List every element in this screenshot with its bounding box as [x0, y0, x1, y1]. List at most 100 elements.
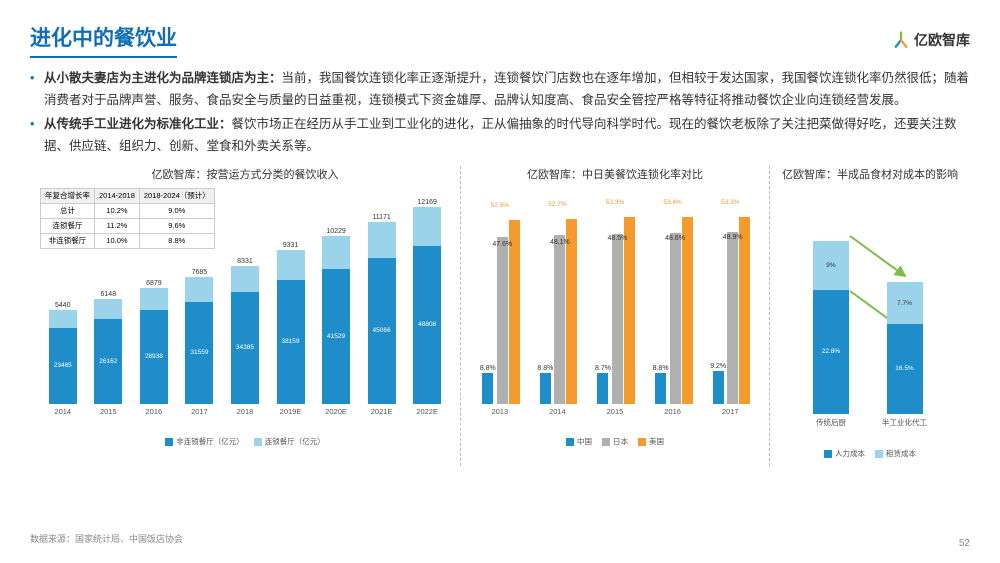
legend-swatch	[254, 438, 262, 446]
bar-top-label: 9331	[283, 242, 299, 249]
bar-usa	[682, 217, 693, 404]
logo-icon	[892, 31, 910, 49]
legend-item: 人力成本	[824, 448, 865, 459]
bar-group: 52.5%8.8%47.6%2013	[480, 220, 520, 416]
bar-top-label: 6879	[146, 280, 162, 287]
bar-group: 10229415292020E	[322, 228, 350, 415]
bar-top-label: 12169	[417, 199, 436, 206]
bar-group: 11171450662021E	[368, 214, 396, 416]
bar-group: 52.7%8.8%48.1%2014	[537, 219, 577, 415]
bar-japan	[612, 234, 623, 404]
bar-group: 53.3%9.2%48.9%2017	[710, 217, 750, 416]
bar-value-label: 48.1%	[550, 239, 570, 246]
legend-item: 美国	[638, 436, 664, 447]
slide: 进化中的餐饮业 亿欧智库 从小散夫妻店为主进化为品牌连锁店为主：当前，我国餐饮连…	[0, 0, 1000, 563]
bar-value-label: 48.5%	[608, 235, 628, 242]
bar-segment-chain	[185, 277, 213, 302]
bar-stack: 23465	[49, 310, 77, 403]
bar-value-label: 8.8%	[480, 365, 496, 372]
bar-value-label: 48.6%	[665, 235, 685, 242]
bar-top-label: 5440	[55, 302, 71, 309]
bar-segment-chain	[140, 288, 168, 310]
bar-labor: 16.5%	[887, 324, 923, 413]
legend-item: 日本	[602, 436, 628, 447]
cagr-table: 年复合增长率2014-20182018-2024（预计）总计10.2%9.0%连…	[40, 188, 215, 249]
bar-segment-nonchain: 34385	[231, 292, 259, 403]
bar-labor: 22.8%	[813, 290, 849, 414]
page-title: 进化中的餐饮业	[30, 22, 177, 58]
x-label: 2021E	[371, 407, 393, 416]
bar-group: 6148261622015	[94, 291, 122, 415]
bar-top-label: 7685	[192, 269, 208, 276]
bar-group: 16.5%7.7% 半工业化代工	[882, 282, 927, 427]
bar-segment-chain	[322, 236, 350, 269]
panel-title: 亿欧智库：按营运方式分类的餐饮收入	[40, 166, 450, 182]
x-label: 半工业化代工	[882, 417, 927, 428]
bar-china	[482, 373, 493, 404]
bar-segment-chain	[231, 266, 259, 293]
bar-stack: 48808	[413, 207, 441, 404]
bar-segment-nonchain: 48808	[413, 246, 441, 404]
bar-segment-nonchain: 45066	[368, 258, 396, 404]
bar-china	[597, 373, 608, 403]
bar-usa	[739, 217, 750, 404]
logo: 亿欧智库	[892, 30, 970, 50]
panel-cost: 亿欧智库：半成品食材对成本的影响 22.8%9%传统后厨16.5%7.7%半工业…	[770, 166, 970, 466]
bar-value-label: 8.8%	[653, 365, 669, 372]
bar-japan	[670, 233, 681, 403]
legend-item: 连锁餐厅（亿元）	[254, 436, 325, 447]
x-label: 2018	[237, 407, 254, 416]
bar-group: 22.8%9%传统后厨	[813, 241, 849, 427]
chart-chain-rate: 52.5%8.8%47.6%201352.7%8.8%48.1%201453.3…	[471, 194, 759, 434]
title-row: 进化中的餐饮业 亿欧智库	[30, 22, 970, 58]
bar-value-label: 48.9%	[723, 234, 743, 241]
bullet-item: 从小散夫妻店为主进化为品牌连锁店为主：当前，我国餐饮连锁化率正逐渐提升，连锁餐饮…	[30, 68, 970, 112]
legend-swatch	[824, 450, 832, 458]
legend-swatch	[602, 438, 610, 446]
bar-rent: 9%	[813, 241, 849, 290]
legend-swatch	[875, 450, 883, 458]
x-label: 2015	[100, 407, 117, 416]
bar-japan	[497, 237, 508, 404]
bar-group: 544023465 2014	[49, 302, 77, 415]
bar-segment-nonchain: 31559	[185, 302, 213, 404]
x-label: 2014	[54, 407, 71, 416]
bar-pct-labels: 53.3%	[710, 199, 750, 206]
x-label: 2016	[146, 407, 163, 416]
bar-rent: 7.7%	[887, 282, 923, 324]
bar-cluster: 8.8%47.6%	[480, 220, 520, 404]
bar-cluster: 9.2% 48.9%	[710, 217, 750, 404]
bar-segment-chain	[94, 299, 122, 319]
bar-stack: 34385	[231, 266, 259, 404]
bar-pct-labels: 53.3%	[595, 199, 635, 206]
chart-cost: 22.8%9%传统后厨 16.5%7.7% 半工业化代工	[780, 206, 960, 446]
bar-group: 53.4%8.8%48.6%2016	[653, 217, 693, 416]
panel-revenue: 亿欧智库：按营运方式分类的餐饮收入 年复合增长率2014-20182018-20…	[30, 166, 460, 466]
chart-legend: 中国 日本 美国	[471, 436, 759, 447]
bar-value-label: 8.8%	[537, 365, 553, 372]
bar-group: 7685315592017	[185, 269, 213, 416]
panels: 亿欧智库：按营运方式分类的餐饮收入 年复合增长率2014-20182018-20…	[30, 166, 970, 466]
bar-group: 53.3%8.7%48.5%2015	[595, 217, 635, 416]
bar-segment-chain	[49, 310, 77, 328]
bar-usa	[624, 217, 635, 404]
bar-stack: 16.5%7.7%	[887, 282, 923, 413]
bar-top-label: 10229	[326, 228, 345, 235]
bar-segment-nonchain: 38159	[277, 280, 305, 403]
bullet-list: 从小散夫妻店为主进化为品牌连锁店为主：当前，我国餐饮连锁化率正逐渐提升，连锁餐饮…	[30, 68, 970, 158]
x-label: 2015	[607, 407, 624, 416]
bar-pct-labels: 52.7%	[537, 201, 577, 208]
bullet-item: 从传统手工业进化为标准化工业：餐饮市场正在经历从手工业到工业化的进化，正从偏抽象…	[30, 114, 970, 158]
bar-group: 12169488082022E	[413, 199, 441, 416]
bar-group: 8331343852018	[231, 258, 259, 416]
bar-top-label: 6148	[101, 291, 117, 298]
legend-swatch	[638, 438, 646, 446]
legend-item: 非连锁餐厅（亿元）	[165, 436, 244, 447]
x-label: 2019E	[280, 407, 302, 416]
bar-segment-chain	[277, 250, 305, 280]
bar-segment-nonchain: 28938	[140, 310, 168, 403]
bar-china	[540, 373, 551, 404]
bar-value-label: 9.2%	[710, 363, 726, 370]
x-label: 2016	[664, 407, 681, 416]
chart-legend: 非连锁餐厅（亿元） 连锁餐厅（亿元）	[40, 436, 450, 447]
